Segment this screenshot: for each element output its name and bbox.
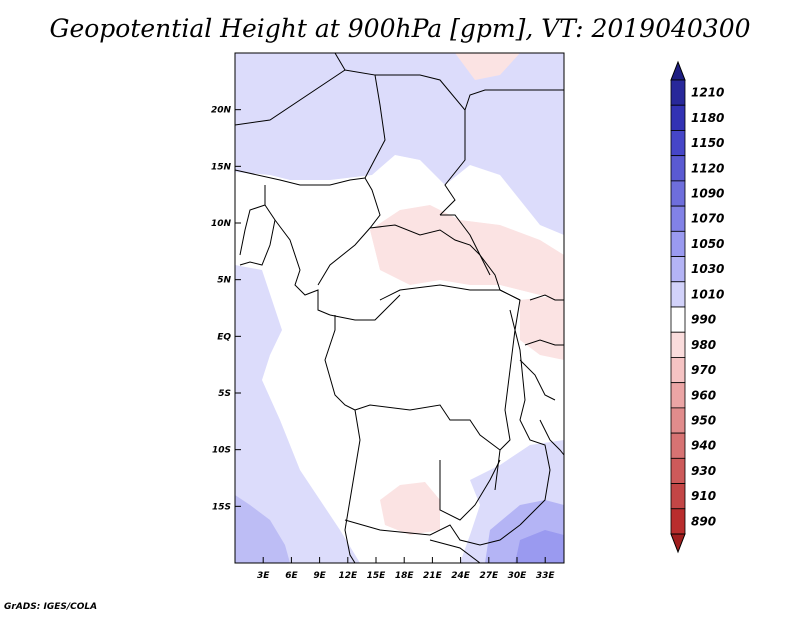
- colorbar-segment: [670, 180, 686, 207]
- colorbar-level-label: 910: [691, 489, 716, 503]
- latitude-axis: 20N 15N 10N 5N EQ 5S 10S 15S: [211, 106, 241, 512]
- lat-tick-label: 20N: [211, 106, 232, 116]
- longitude-axis: 3E 6E 9E 12E 15E 18E 21E 24E 27E 30E 33E: [257, 557, 555, 581]
- colorbar-top-arrow: [670, 60, 686, 81]
- height-field-shading: [235, 53, 564, 563]
- colorbar-level-label: 930: [691, 464, 716, 478]
- map-title: Geopotential Height at 900hPa [gpm], VT:…: [49, 14, 751, 43]
- colorbar-level-label: 1050: [691, 237, 724, 251]
- colorbar-segment: [670, 407, 686, 434]
- lat-tick-label: 10S: [212, 446, 231, 456]
- grads-credit: GrADS: IGES/COLA: [4, 602, 98, 612]
- colorbar-segment: [670, 382, 686, 409]
- lat-tick-label: 15S: [212, 502, 231, 512]
- colorbar-level-label: 1070: [691, 212, 724, 226]
- colorbar-segment: [670, 457, 686, 484]
- colorbar-segment: [670, 155, 686, 182]
- lon-tick-label: 27E: [479, 571, 499, 581]
- colorbar-segment: [670, 256, 686, 283]
- colorbar-level-label: 960: [691, 388, 716, 402]
- lon-tick-label: 12E: [338, 571, 358, 581]
- map-frame: [234, 52, 565, 564]
- colorbar-level-label: 1150: [691, 136, 724, 150]
- colorbar-level-label: 890: [691, 514, 716, 528]
- lon-tick-label: 24E: [451, 571, 471, 581]
- colorbar-segment: [670, 130, 686, 157]
- lon-tick-label: 15E: [367, 571, 387, 581]
- lon-tick-label: 6E: [285, 571, 298, 581]
- colorbar-bottom-arrow: [670, 533, 686, 554]
- colorbar-level-label: 990: [691, 313, 716, 327]
- lat-tick-label: 10N: [211, 219, 232, 229]
- colorbar-level-label: 1180: [691, 111, 724, 125]
- colorbar-level-label: 950: [691, 414, 716, 428]
- lon-tick-label: 3E: [257, 571, 270, 581]
- colorbar-segment: [670, 306, 686, 333]
- colorbar-segment: [670, 331, 686, 358]
- colorbar-segment: [670, 483, 686, 510]
- colorbar-level-label: 1090: [691, 187, 724, 201]
- country-borders: [235, 53, 564, 563]
- lon-tick-label: 18E: [395, 571, 415, 581]
- colorbar-segment: [670, 205, 686, 232]
- colorbar-level-label: 980: [691, 338, 716, 352]
- colorbar-segment: [670, 104, 686, 131]
- lat-tick-label: 15N: [211, 162, 232, 172]
- colorbar-level-label: 1210: [691, 86, 724, 100]
- colorbar-level-label: 970: [691, 363, 716, 377]
- colorbar: 1210 1180 1150 1120 1090 1070 1050 1030 1010 990 9…: [670, 60, 724, 554]
- colorbar-segment: [670, 281, 686, 308]
- lat-tick-label: 5S: [218, 389, 231, 399]
- colorbar-level-label: 940: [691, 439, 716, 453]
- colorbar-segment: [670, 230, 686, 257]
- lon-tick-label: 9E: [313, 571, 326, 581]
- lon-tick-label: 21E: [423, 571, 443, 581]
- colorbar-segment: [670, 79, 686, 106]
- lat-tick-label: 5N: [217, 276, 231, 286]
- lon-tick-label: 33E: [536, 571, 556, 581]
- colorbar-segment: [670, 432, 686, 459]
- lat-tick-label: EQ: [217, 332, 231, 342]
- lon-tick-label: 30E: [508, 571, 528, 581]
- colorbar-segment: [670, 357, 686, 384]
- colorbar-level-label: 1120: [691, 161, 724, 175]
- colorbar-level-label: 1010: [691, 287, 724, 301]
- colorbar-segment: [670, 508, 686, 535]
- colorbar-level-label: 1030: [691, 262, 724, 276]
